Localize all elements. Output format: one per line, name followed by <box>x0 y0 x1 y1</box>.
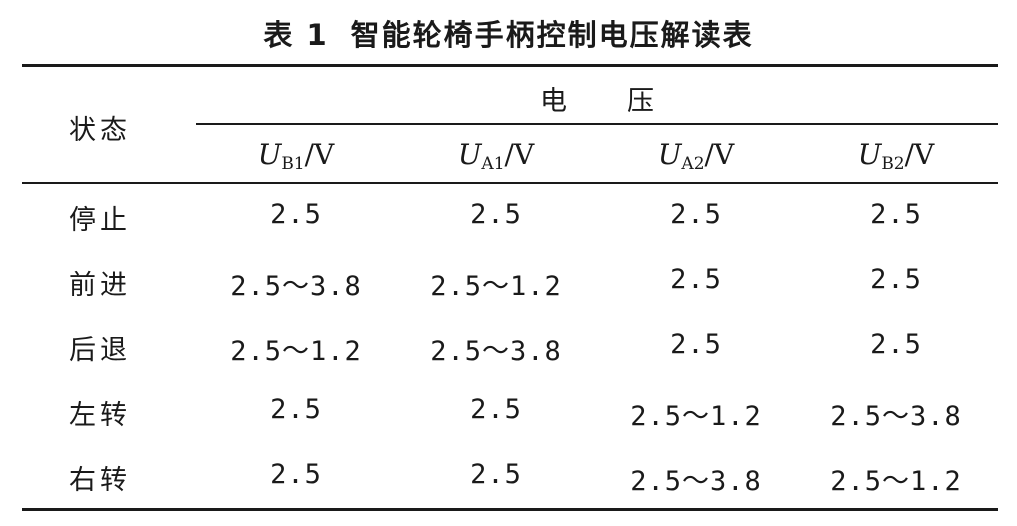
top-rule <box>22 64 998 67</box>
row-label-backward: 后退 <box>69 335 131 366</box>
table-cell: 2.5～3.8 <box>230 271 362 302</box>
table-cell: 2.5～1.2 <box>230 336 362 367</box>
table-cell: 2.5 <box>670 264 722 295</box>
header-bottom-rule <box>22 182 998 184</box>
column-unit: /V <box>704 138 735 171</box>
column-header-ua2: UA2/V <box>596 138 796 174</box>
column-subscript: B1 <box>281 154 305 174</box>
voltage-header-rule <box>196 123 998 125</box>
bottom-rule <box>22 508 998 511</box>
column-subscript: A2 <box>681 154 705 174</box>
table-cell: 2.5 <box>470 199 522 230</box>
status-column-header: 状态 <box>69 115 131 146</box>
column-symbol: U <box>857 138 882 171</box>
table-cell: 2.5～1.2 <box>630 401 762 432</box>
table-cell: 2.5 <box>470 459 522 490</box>
table-cell: 2.5 <box>470 394 522 425</box>
table-cell: 2.5 <box>870 264 922 295</box>
row-label-turn-right: 右转 <box>69 465 131 496</box>
table-cell: 2.5 <box>870 329 922 360</box>
table-cell: 2.5～3.8 <box>830 401 962 432</box>
column-header-ua1: UA1/V <box>396 138 596 174</box>
row-label-stop: 停止 <box>69 205 131 236</box>
column-header-ub2: UB2/V <box>796 138 996 174</box>
column-symbol: U <box>457 138 482 171</box>
table-title: 智能轮椅手柄控制电压解读表 <box>350 18 754 52</box>
column-symbol: U <box>257 138 282 171</box>
voltage-group-header: 电压 <box>196 79 998 118</box>
row-label-forward: 前进 <box>69 270 131 301</box>
table-caption: 表 1 智能轮椅手柄控制电压解读表 <box>0 12 1017 54</box>
column-subscript: A1 <box>481 154 505 174</box>
column-unit: /V <box>304 138 335 171</box>
table-cell: 2.5 <box>270 394 322 425</box>
table-cell: 2.5 <box>870 199 922 230</box>
table-cell: 2.5 <box>670 329 722 360</box>
column-unit: /V <box>904 138 935 171</box>
table-cell: 2.5 <box>270 459 322 490</box>
table-cell: 2.5～3.8 <box>430 336 562 367</box>
row-label-turn-left: 左转 <box>69 400 131 431</box>
voltage-header-text: 电压 <box>540 86 714 117</box>
table-cell: 2.5～1.2 <box>830 466 962 497</box>
table-cell: 2.5～3.8 <box>630 466 762 497</box>
column-header-ub1: UB1/V <box>196 138 396 174</box>
table-cell: 2.5 <box>270 199 322 230</box>
table-cell: 2.5 <box>670 199 722 230</box>
column-symbol: U <box>657 138 682 171</box>
column-subscript: B2 <box>881 154 905 174</box>
table-number: 表 1 <box>263 18 329 52</box>
table-cell: 2.5～1.2 <box>430 271 562 302</box>
column-unit: /V <box>504 138 535 171</box>
